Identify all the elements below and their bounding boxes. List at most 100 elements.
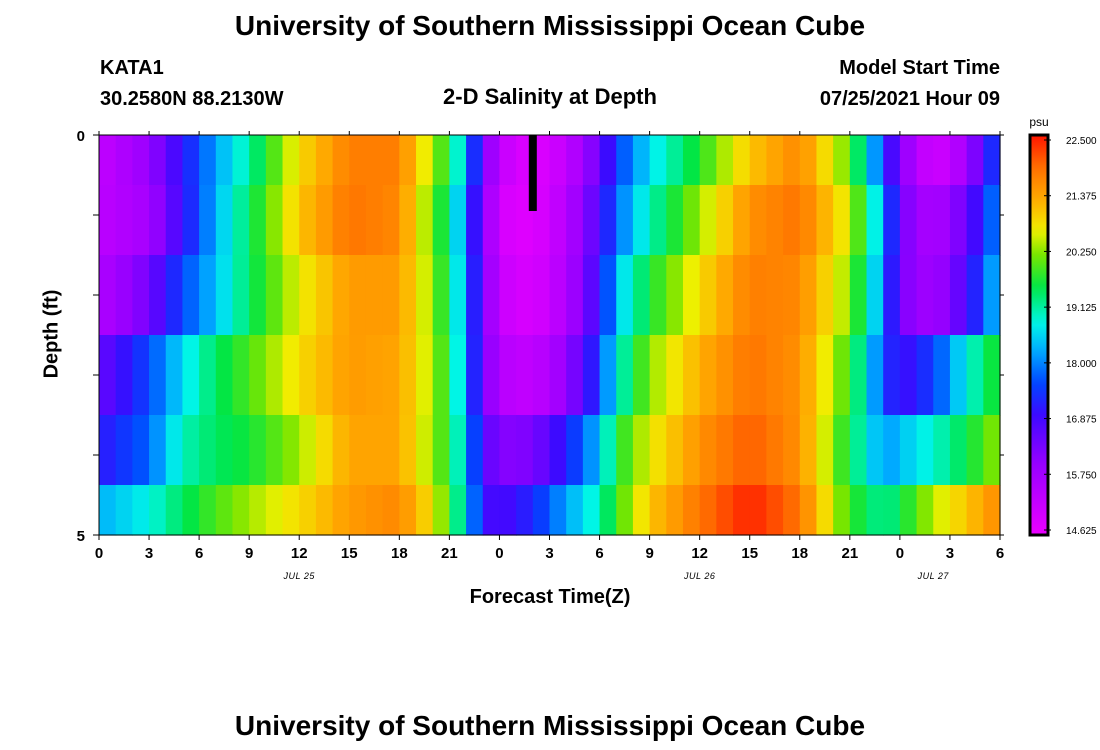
heatmap-cell xyxy=(916,185,934,256)
heatmap-cell xyxy=(599,255,617,336)
heatmap-cell xyxy=(783,415,801,486)
heatmap-cell xyxy=(132,255,150,336)
heatmap-cell xyxy=(883,335,901,416)
heatmap-cell xyxy=(132,185,150,256)
heatmap-cell xyxy=(833,415,851,486)
heatmap-cell xyxy=(849,415,868,486)
heatmap-cell xyxy=(165,185,184,256)
heatmap-cell xyxy=(632,485,651,536)
heatmap-cell xyxy=(382,135,400,186)
heatmap-cell xyxy=(115,415,133,486)
heatmap-cell xyxy=(799,185,818,256)
heatmap-cell xyxy=(582,135,601,186)
heatmap-cell xyxy=(566,335,584,416)
heatmap-cell xyxy=(616,135,634,186)
heatmap-cell xyxy=(582,255,601,336)
model-start-label: Model Start Time xyxy=(839,57,1000,79)
heatmap-cell xyxy=(182,485,200,536)
colorbar-tick-label: 21.375 xyxy=(1066,192,1097,203)
heatmap-cell xyxy=(332,185,350,256)
heatmap-cell xyxy=(232,135,250,186)
heatmap-cell xyxy=(833,255,851,336)
heatmap-cell xyxy=(466,185,484,256)
page-title: University of Southern Mississippi Ocean… xyxy=(234,10,866,41)
heatmap-cell xyxy=(516,335,534,416)
heatmap-cell xyxy=(933,485,951,536)
heatmap-cell xyxy=(933,255,951,336)
heatmap-cell xyxy=(482,415,501,486)
heatmap-cell xyxy=(182,415,200,486)
heatmap-cell xyxy=(149,185,167,256)
heatmap-cell xyxy=(649,335,667,416)
heatmap-cell xyxy=(549,415,567,486)
heatmap-cell xyxy=(349,485,367,536)
heatmap-cell xyxy=(716,185,734,256)
heatmap-cell xyxy=(499,485,517,536)
heatmap-cell xyxy=(265,185,284,256)
x-tick-label: 0 xyxy=(495,545,503,562)
heatmap-cell xyxy=(165,255,184,336)
heatmap-cell xyxy=(482,335,501,416)
heatmap-cell xyxy=(983,335,1001,416)
heatmap-cell xyxy=(616,415,634,486)
heatmap-cell xyxy=(365,135,384,186)
heatmap-cell xyxy=(516,415,534,486)
heatmap-cell xyxy=(682,255,701,336)
heatmap-cell xyxy=(265,485,284,536)
heatmap-cell xyxy=(649,415,667,486)
heatmap-cell xyxy=(432,135,450,186)
heatmap-cell xyxy=(282,135,300,186)
heatmap-cell xyxy=(315,135,334,186)
heatmap-cell xyxy=(466,485,484,536)
station-coordinates: 30.2580N 88.2130W xyxy=(100,88,284,110)
heatmap-cell xyxy=(632,185,651,256)
heatmap-cell xyxy=(682,335,701,416)
heatmap-cell xyxy=(916,135,934,186)
x-tick-label: 3 xyxy=(545,545,553,562)
x-tick-label: 12 xyxy=(291,545,308,562)
heatmap-cell xyxy=(382,255,400,336)
heatmap-cell xyxy=(115,485,133,536)
heatmap-cell xyxy=(983,255,1001,336)
heatmap-cell xyxy=(99,185,117,256)
colorbar-bar xyxy=(1028,133,1050,537)
heatmap-cell xyxy=(883,485,901,536)
heatmap-cell xyxy=(215,135,234,186)
heatmap-cell xyxy=(416,335,434,416)
heatmap-cell xyxy=(599,415,617,486)
heatmap-cell xyxy=(883,415,901,486)
heatmap-cell xyxy=(816,135,834,186)
heatmap-cell xyxy=(232,485,250,536)
heatmap-cell xyxy=(899,135,918,186)
heatmap-cell xyxy=(849,485,868,536)
heatmap-cell xyxy=(649,135,667,186)
heatmap-cell xyxy=(232,255,250,336)
heatmap-cell xyxy=(332,415,350,486)
heatmap-cell xyxy=(199,485,217,536)
heatmap-cell xyxy=(666,485,684,536)
heatmap-cell xyxy=(466,335,484,416)
heatmap-cell xyxy=(733,135,751,186)
heatmap-cell xyxy=(149,485,167,536)
heatmap-cell xyxy=(749,185,768,256)
colorbar-tick-label: 19.125 xyxy=(1066,303,1097,314)
heatmap-cell xyxy=(949,185,968,256)
chart-subtitle: 2-D Salinity at Depth xyxy=(443,84,657,109)
heatmap-cell xyxy=(282,335,300,416)
heatmap-cell xyxy=(883,185,901,256)
heatmap-cell xyxy=(349,335,367,416)
heatmap-cell xyxy=(666,335,684,416)
x-tick-label: 21 xyxy=(841,545,858,562)
heatmap-cell xyxy=(816,255,834,336)
heatmap-cell xyxy=(299,415,317,486)
heatmap-cell xyxy=(866,185,884,256)
heatmap-cell xyxy=(449,255,467,336)
heatmap-cell xyxy=(733,335,751,416)
heatmap-cell xyxy=(682,135,701,186)
heatmap-cell xyxy=(983,135,1001,186)
heatmap-cell xyxy=(416,255,434,336)
heatmap-cell xyxy=(566,185,584,256)
colorbar-tick-label: 22.500 xyxy=(1066,136,1097,147)
x-tick-label: 18 xyxy=(791,545,808,562)
heatmap-cell xyxy=(766,185,784,256)
